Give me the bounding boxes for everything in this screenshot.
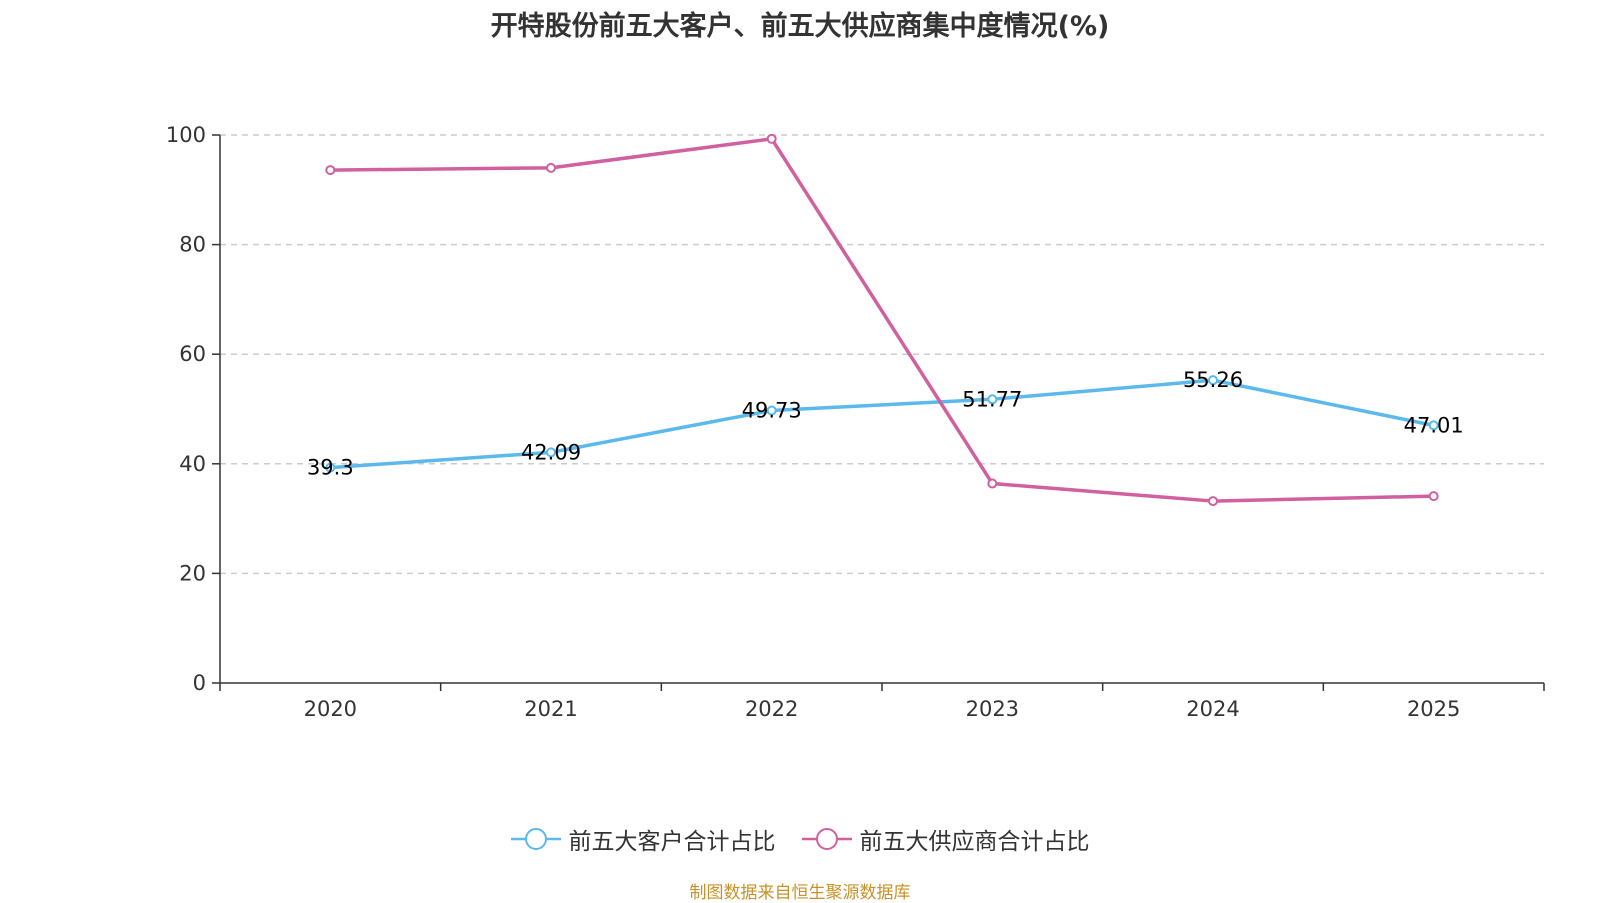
legend-item-customers[interactable]: 前五大客户合计占比 bbox=[510, 822, 776, 856]
y-tick-label: 40 bbox=[179, 452, 206, 476]
legend-marker-customers-icon bbox=[510, 828, 561, 850]
y-tick-label: 80 bbox=[179, 233, 206, 257]
data-point-customers bbox=[325, 462, 336, 473]
x-tick-label: 2025 bbox=[1407, 697, 1460, 721]
data-point-suppliers bbox=[1208, 496, 1218, 507]
data-point-customers bbox=[1428, 420, 1439, 431]
data-label: 49.73 bbox=[742, 398, 802, 422]
series-line-customers bbox=[330, 378, 1435, 470]
data-point-customers bbox=[987, 394, 998, 405]
data-label: 39.3 bbox=[307, 456, 354, 480]
y-tick-label: 60 bbox=[179, 342, 206, 366]
legend-label-suppliers: 前五大供应商合计占比 bbox=[859, 829, 1090, 855]
data-point-customers bbox=[766, 405, 777, 416]
y-tick-label: 20 bbox=[179, 561, 206, 585]
x-tick-label: 2020 bbox=[304, 697, 357, 721]
data-label: 55.26 bbox=[1183, 368, 1243, 392]
legend-item-suppliers[interactable]: 前五大供应商合计占比 bbox=[801, 822, 1090, 856]
x-tick-label: 2021 bbox=[524, 697, 577, 721]
x-tick-label: 2024 bbox=[1186, 697, 1239, 721]
source-note: 制图数据来自恒生聚源数据库 bbox=[689, 883, 911, 903]
chart-title: 开特股份前五大客户、前五大供应商集中度情况(%) bbox=[490, 11, 1110, 42]
data-point-suppliers bbox=[325, 165, 336, 176]
data-point-suppliers bbox=[987, 478, 998, 489]
y-tick-label: 100 bbox=[166, 123, 206, 147]
data-label: 51.77 bbox=[962, 387, 1022, 411]
x-tick-label: 2022 bbox=[745, 697, 798, 721]
line-chart: 0 20 40 60 80 100 2020 2021 2022 2023 2024 2025 39.3… bbox=[166, 123, 1545, 721]
data-point-customers bbox=[1208, 375, 1218, 386]
legend: 前五大客户合计占比 前五大供应商合计占比 bbox=[0, 822, 1600, 856]
data-point-suppliers bbox=[546, 162, 556, 173]
data-point-customers bbox=[546, 447, 556, 458]
data-label: 47.01 bbox=[1404, 413, 1464, 437]
legend-marker-suppliers-icon bbox=[801, 828, 852, 850]
data-point-suppliers bbox=[1428, 491, 1439, 502]
data-point-suppliers bbox=[766, 133, 777, 144]
x-tick-label: 2023 bbox=[966, 697, 1019, 721]
series-line-suppliers bbox=[330, 137, 1434, 503]
data-label: 42.09 bbox=[521, 440, 581, 464]
legend-label-customers: 前五大客户合计占比 bbox=[568, 829, 776, 855]
y-tick-label: 0 bbox=[193, 671, 206, 695]
